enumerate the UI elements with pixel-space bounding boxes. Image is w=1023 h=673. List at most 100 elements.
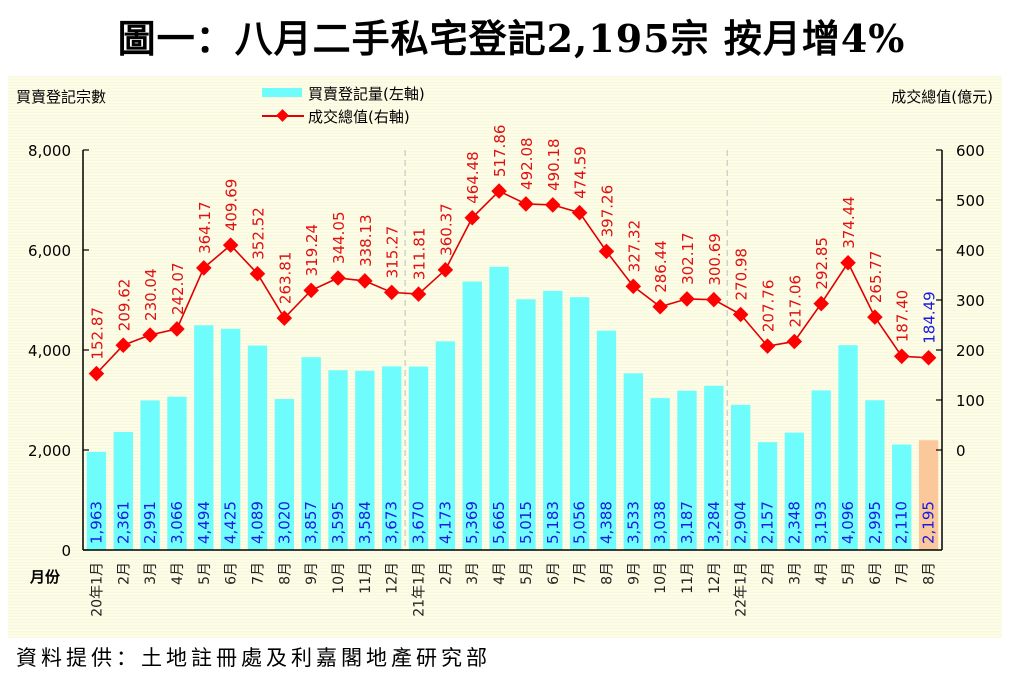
- left-tick-label: 2,000: [28, 442, 71, 460]
- line-marker: [169, 321, 185, 337]
- x-tick-label: 4月: [492, 562, 508, 585]
- x-tick-label: 12月: [707, 562, 723, 594]
- bar: [569, 297, 590, 550]
- bar-value-label: 3,193: [812, 501, 830, 544]
- x-tick-label: 11月: [358, 562, 374, 594]
- line-marker: [571, 204, 588, 221]
- x-tick-label: 3月: [787, 562, 803, 585]
- bar: [194, 325, 214, 550]
- line-marker: [142, 327, 158, 343]
- x-tick-label: 3月: [143, 562, 159, 585]
- line-value-label: 230.04: [142, 268, 160, 321]
- bar-value-label: 4,096: [839, 501, 857, 544]
- bar-value-label: 3,284: [705, 501, 723, 544]
- x-tick-label: 10月: [653, 562, 669, 594]
- line-marker: [732, 306, 749, 323]
- line-value-label: 327.32: [625, 220, 643, 273]
- line-value-label: 265.77: [867, 251, 885, 303]
- bar: [247, 345, 268, 550]
- source-note: 資料提供：土地註冊處及利嘉閣地產研究部: [16, 646, 491, 670]
- bar: [489, 266, 509, 550]
- x-tick-label: 6月: [224, 562, 240, 585]
- chart-panel: 1,963 2,361 2,991 3,066 4,494 4,425 4,089 3,020…: [8, 76, 1002, 638]
- bar-value-label: 2,361: [114, 501, 132, 544]
- x-tick-label: 2月: [116, 562, 132, 585]
- line-value-label: 409.69: [223, 179, 241, 232]
- x-axis-title: 月份: [29, 568, 61, 586]
- line-marker: [625, 278, 642, 295]
- bar: [650, 398, 670, 550]
- line-value-label: 209.62: [115, 279, 133, 332]
- line-value-label: 302.17: [679, 232, 697, 284]
- bar: [596, 330, 617, 550]
- line-value-label: 352.52: [249, 207, 267, 259]
- line-marker: [196, 260, 212, 276]
- bar: [382, 366, 402, 550]
- line-marker: [383, 284, 400, 301]
- line-marker: [813, 295, 829, 312]
- line-marker: [679, 291, 695, 307]
- axes: 0 2,000 4,000 6,000 8,000 0 100 200 300 400 500 600: [28, 142, 985, 560]
- bar: [86, 451, 107, 550]
- year-separators: [404, 150, 728, 550]
- left-tick-label: 6,000: [28, 242, 71, 260]
- line-marker: [249, 265, 266, 282]
- x-tick-label: 9月: [626, 562, 642, 585]
- bar-value-label: 4,089: [248, 501, 266, 544]
- bar: [355, 370, 375, 550]
- left-axis-title: 買賣登記宗數: [16, 88, 106, 106]
- bar: [623, 373, 643, 550]
- x-tick-label: 8月: [922, 562, 938, 585]
- line-value-label: 286.44: [652, 240, 670, 293]
- x-tick-label: 2月: [761, 562, 777, 585]
- bar-labels: 1,963 2,361 2,991 3,066 4,494 4,425 4,089 3,020…: [87, 501, 937, 544]
- bar-value-label: 5,183: [544, 501, 562, 544]
- line-value-label: 360.37: [437, 203, 455, 256]
- line-value-label: 270.98: [733, 248, 751, 301]
- line-marker: [518, 196, 534, 212]
- bar-value-label: 2,195: [920, 501, 938, 544]
- bar-value-label: 4,425: [222, 501, 240, 544]
- right-tick-label: 200: [956, 342, 985, 360]
- bar-value-label: 3,187: [678, 501, 696, 544]
- x-tick-label: 6月: [546, 562, 562, 585]
- bar-highlight: [918, 440, 939, 550]
- line-marker: [598, 243, 615, 260]
- line-value-label: 217.06: [786, 275, 804, 328]
- x-tick-label: 10月: [331, 562, 347, 594]
- bar: [301, 357, 321, 550]
- chart-title: 圖一：八月二手私宅登記2,195宗 按月增4%: [117, 16, 906, 61]
- x-tick-label: 4月: [170, 562, 186, 585]
- x-tick-label: 11月: [680, 562, 696, 594]
- x-tick-label: 3月: [465, 562, 481, 585]
- line-labels: 152.87 209.62 230.04 242.07 364.17 409.69 352.…: [88, 125, 938, 360]
- bar: [435, 341, 456, 550]
- line-marker: [786, 333, 803, 350]
- x-tick-label: 7月: [573, 562, 589, 585]
- bar-value-label: 3,595: [329, 501, 347, 544]
- bar: [757, 442, 778, 550]
- bar: [811, 390, 831, 550]
- bar-value-label: 3,857: [302, 501, 320, 544]
- legend-line-label: 成交總值(右軸): [308, 108, 410, 126]
- bar-value-label: 1,963: [87, 501, 105, 544]
- x-tick-label: 2月: [438, 562, 454, 585]
- legend-bar-label: 買賣登記量(左軸): [308, 85, 425, 103]
- line-value-label: 364.17: [196, 201, 214, 254]
- bar: [328, 370, 348, 550]
- line-value-label: 207.76: [760, 280, 778, 333]
- line-value-label: 184.49: [921, 291, 939, 344]
- x-tick-label: 6月: [868, 562, 884, 585]
- bar-value-label: 5,056: [571, 501, 589, 544]
- line-marker: [330, 270, 346, 286]
- line-value-label: 374.44: [840, 196, 858, 249]
- line-value-label: 474.59: [572, 146, 590, 199]
- bar-value-label: 2,995: [866, 501, 884, 544]
- bar-value-label: 4,173: [436, 501, 454, 544]
- line-value-label: 319.24: [303, 224, 321, 277]
- combo-chart: 1,963 2,361 2,991 3,066 4,494 4,425 4,089 3,020…: [16, 85, 993, 617]
- line-value-label: 517.86: [491, 125, 509, 178]
- x-tick-labels: 20年1月 2月 3月 4月 5月 6月 7月 8月 9月 10月 11月 12月 21年1月 2月 3月 4…: [89, 562, 937, 617]
- x-tick-label: 12月: [385, 562, 401, 594]
- x-tick-label: 5月: [519, 562, 535, 585]
